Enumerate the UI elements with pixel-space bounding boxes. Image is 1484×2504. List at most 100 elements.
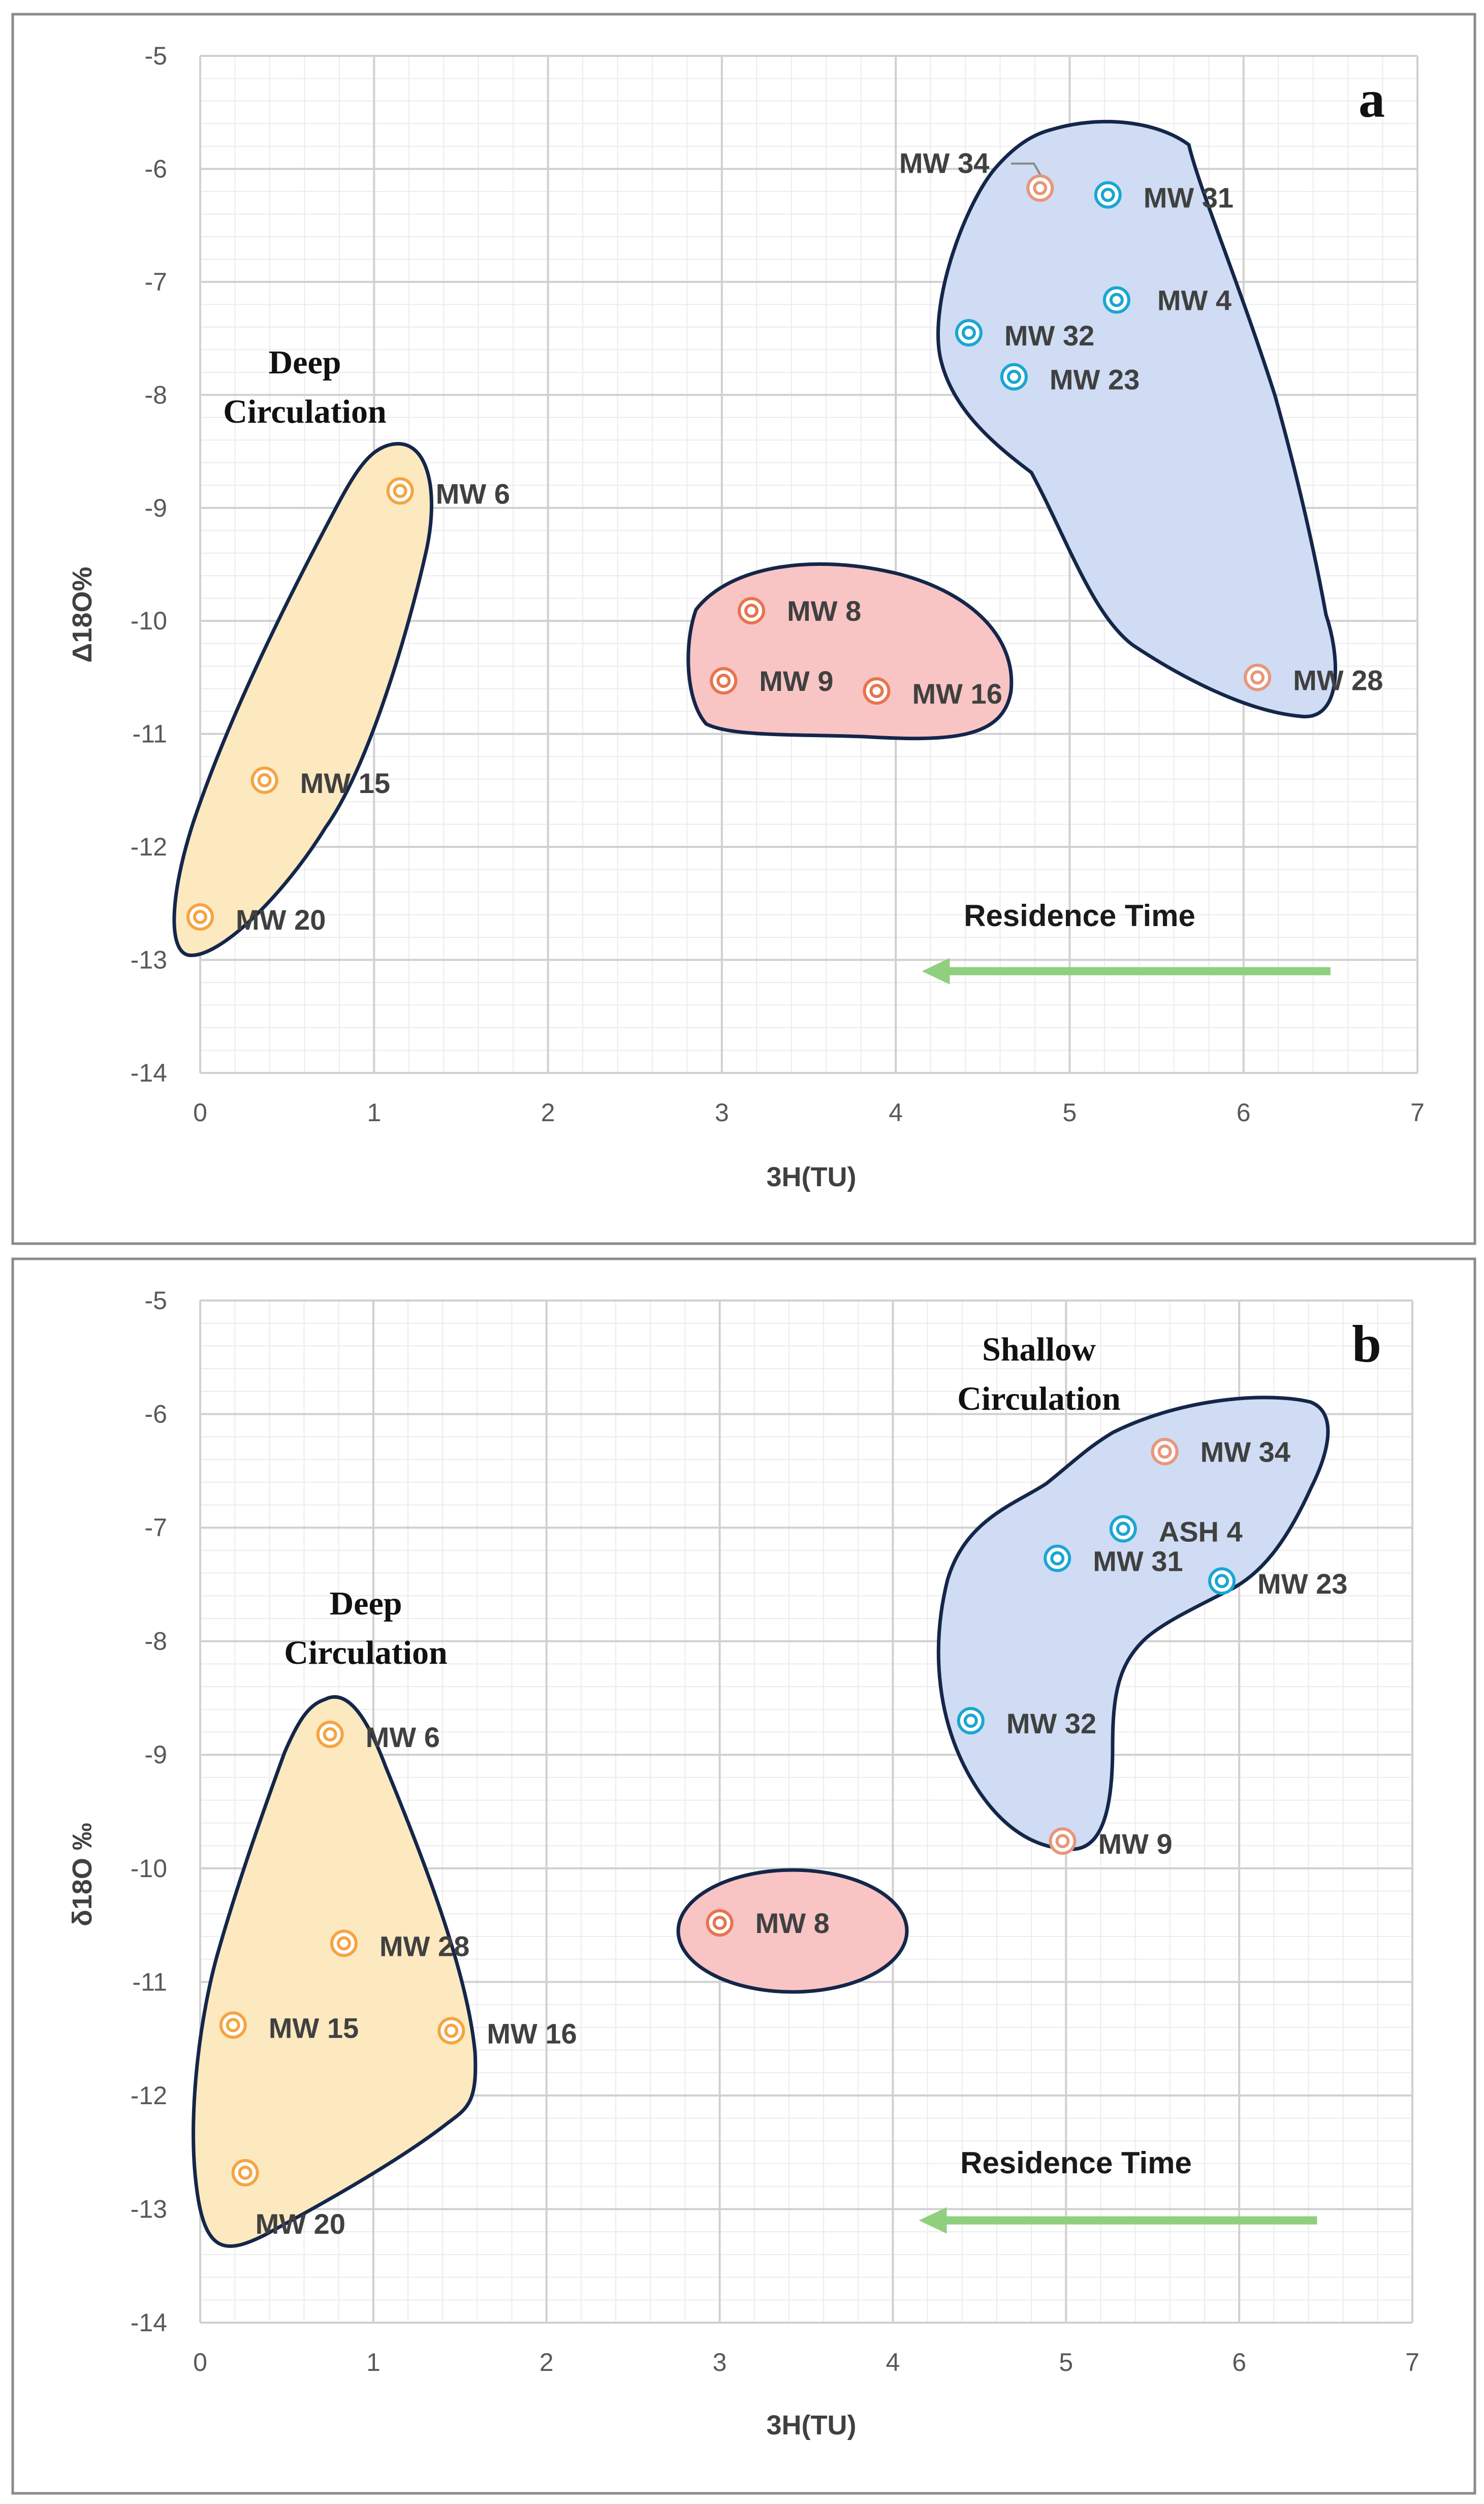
panel-letter-b: b <box>1352 1315 1381 1373</box>
deep-cluster-a <box>172 442 433 957</box>
data-point-outer <box>219 2011 247 2039</box>
data-point-inner <box>1100 187 1115 202</box>
shallow-label-line2-b: Circulation <box>957 1380 1120 1417</box>
y-tick-label: -14 <box>131 2308 167 2337</box>
data-point: MW 23 <box>1000 363 1140 396</box>
x-tick-label: 4 <box>889 1098 903 1127</box>
data-point: MW 20 <box>186 903 326 936</box>
data-point-label: MW 34 <box>899 147 989 179</box>
data-point-outer <box>706 1909 734 1937</box>
data-point-outer <box>1244 663 1272 691</box>
x-tick-label: 5 <box>1059 2348 1073 2376</box>
panel-b-points: MW 34 ASH 4MW 31 MW 23 MW 32 MW 9 MW 6 MW 8 MW … <box>219 1436 1347 2240</box>
data-point-inner <box>1157 1444 1172 1459</box>
data-point-label: MW 32 <box>1006 1707 1096 1739</box>
residence-arrow-head <box>919 2207 947 2234</box>
y-tick-label: -12 <box>131 2081 167 2110</box>
y-tick-label: -5 <box>145 1286 167 1315</box>
data-point-label: MW 31 <box>1093 1545 1183 1577</box>
data-point-outer <box>386 477 414 505</box>
mid-cluster-b <box>676 1868 909 1994</box>
x-tick-label: 7 <box>1405 2348 1419 2376</box>
deep-label-line2-a: Circulation <box>223 393 386 430</box>
data-point-outer <box>437 2017 465 2045</box>
data-point-inner <box>1215 1574 1229 1589</box>
data-point-label: MW 4 <box>1157 284 1232 316</box>
panel-letter-a: a <box>1359 70 1385 129</box>
data-point-inner <box>257 773 272 787</box>
deep-label-line1-b: Deep <box>330 1585 402 1622</box>
data-point-inner <box>226 2018 240 2033</box>
data-point: ASH 4 <box>1109 1515 1243 1547</box>
data-point: MW 23 <box>1208 1567 1347 1600</box>
x-tick-label: 0 <box>193 1098 207 1127</box>
y-tick-label: -12 <box>131 833 167 861</box>
mw34-leader-line <box>1011 163 1043 177</box>
deep-cluster-b <box>192 1695 478 2248</box>
x-tick-label: 3 <box>715 1098 729 1127</box>
data-point-label: MW 31 <box>1144 182 1234 214</box>
y-tick-label: -13 <box>131 946 167 974</box>
y-tick-label: -6 <box>145 1400 167 1429</box>
data-point-inner <box>744 604 759 618</box>
data-point: MW 6 <box>386 477 510 510</box>
data-point-label: MW 8 <box>755 1907 830 1939</box>
data-point-label: MW 15 <box>300 767 390 799</box>
data-point-label: MW 16 <box>912 678 1002 710</box>
data-point: MW 32 <box>957 1707 1096 1739</box>
data-point-outer <box>957 1707 985 1735</box>
data-point-outer <box>1208 1567 1236 1595</box>
data-point-label: MW 28 <box>1293 664 1383 696</box>
panel-a-ticks: 0 1 2 3 4 5 6 7 -5 -6 -7 -8 -9 -10 -11 -12 -13 -14 <box>131 42 1425 1127</box>
panel-b: MW 34 ASH 4MW 31 MW 23 MW 32 MW 9 MW 6 MW 8 MW … <box>11 1257 1476 2495</box>
y-tick-label: -10 <box>131 1854 167 1883</box>
data-point-inner <box>238 2165 252 2180</box>
y-axis-title-a: Δ18O% <box>67 567 98 663</box>
data-point-outer <box>186 903 214 931</box>
y-tick-label: -5 <box>145 42 167 70</box>
panel-a: MW 34 MW 31 MW 4 MW 32 MW 23 MW 6 MW 8 MW 9 MW 1… <box>11 13 1476 1245</box>
data-point-label: MW 15 <box>269 2012 359 2044</box>
data-point-outer <box>863 677 891 705</box>
residence-arrow-head <box>922 958 950 985</box>
data-point-label: MW 9 <box>759 665 833 697</box>
x-tick-label: 1 <box>367 1098 381 1127</box>
data-point: MW 32 <box>955 319 1094 352</box>
x-axis-title-b: 3H(TU) <box>767 2410 857 2440</box>
data-point-inner <box>393 484 407 498</box>
residence-time-label-a: Residence Time <box>964 899 1195 933</box>
data-point: MW 16 <box>437 2017 577 2049</box>
shallow-cluster-b <box>936 1396 1330 1851</box>
panel-b-ticks: 0 1 2 3 4 5 6 7 -5 -6 -7 -8 -9 -10 -11 -12 -13 -14 <box>131 1286 1419 2376</box>
data-point-inner <box>1109 293 1124 307</box>
x-tick-label: 6 <box>1232 2348 1246 2376</box>
data-point: MW 20 <box>231 2159 345 2240</box>
data-point: MW 8 <box>706 1907 830 1939</box>
data-point: MW 15 <box>250 766 390 799</box>
data-point-inner <box>323 1727 337 1741</box>
data-point-inner <box>1033 181 1048 196</box>
deep-label-line2-b: Circulation <box>284 1634 447 1671</box>
y-axis-title-b: δ18O ‰ <box>67 1823 98 1926</box>
data-point: MW 4 <box>1102 284 1232 316</box>
data-point-inner <box>444 2023 459 2038</box>
data-point: MW 34 <box>899 147 1054 202</box>
data-point-label: MW 6 <box>366 1721 440 1753</box>
data-point-label: MW 34 <box>1201 1436 1290 1468</box>
data-point-outer <box>316 1720 344 1748</box>
data-point-inner <box>963 1714 978 1728</box>
data-point-outer <box>1044 1544 1071 1572</box>
data-point-label: MW 20 <box>256 2208 345 2240</box>
data-point-inner <box>716 674 731 688</box>
data-point-outer <box>1151 1438 1179 1466</box>
y-tick-label: -8 <box>145 381 167 409</box>
data-point-label: ASH 4 <box>1159 1515 1243 1547</box>
data-point-outer <box>1094 181 1122 209</box>
y-tick-label: -13 <box>131 2195 167 2223</box>
data-point-label: MW 32 <box>1004 320 1094 352</box>
data-point: MW 31 <box>1094 181 1234 214</box>
x-tick-label: 2 <box>541 1098 555 1127</box>
data-point: MW 28 <box>330 1929 469 1962</box>
y-tick-label: -6 <box>145 154 167 183</box>
